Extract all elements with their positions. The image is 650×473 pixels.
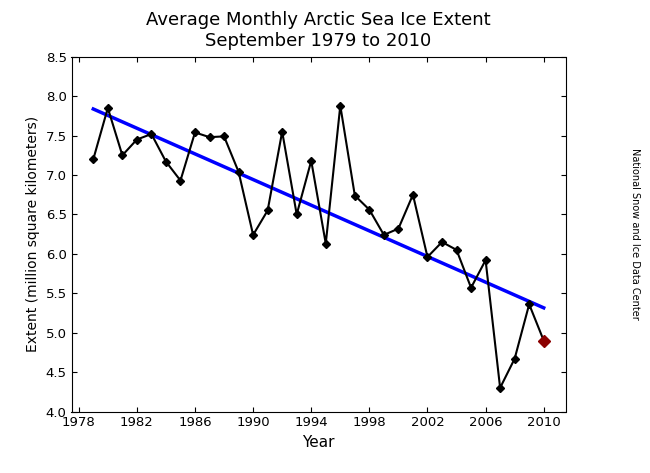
X-axis label: Year: Year xyxy=(302,435,335,450)
Title: Average Monthly Arctic Sea Ice Extent
September 1979 to 2010: Average Monthly Arctic Sea Ice Extent Se… xyxy=(146,11,491,50)
Text: National Snow and Ice Data Center: National Snow and Ice Data Center xyxy=(630,148,640,320)
Y-axis label: Extent (million square kilometers): Extent (million square kilometers) xyxy=(26,116,40,352)
